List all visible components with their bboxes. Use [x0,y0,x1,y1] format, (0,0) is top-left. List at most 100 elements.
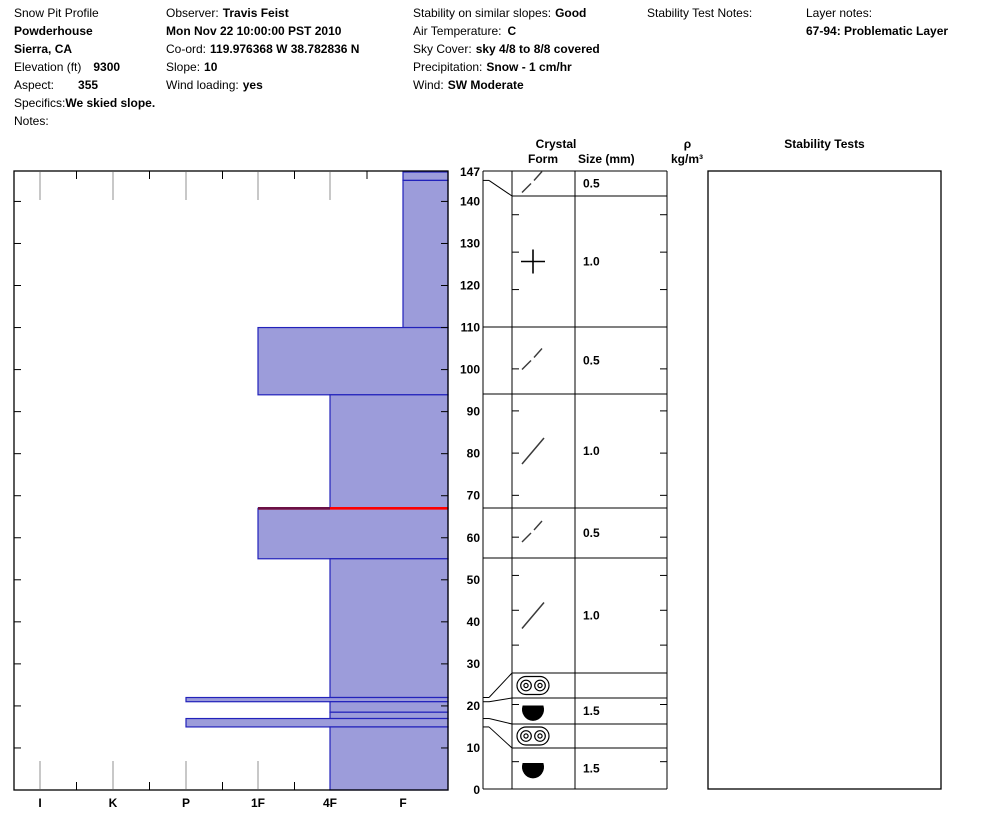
crystal-symbol-stroke [533,348,543,358]
depth-axis-label: 130 [460,236,480,250]
leader-line [488,718,513,725]
mf-polycrystal-outline [516,675,550,696]
depth-axis-label: 40 [467,615,481,629]
field-label: Air Temperature: [413,24,502,38]
grain-size-value: 1.5 [583,762,600,776]
field-label: Wind loading: [166,78,239,92]
field-label: Aspect: [14,78,55,92]
header-field: Wind: SW Moderate [413,76,600,94]
field-label: Precipitation: [413,60,483,74]
density-column-header: ρ [683,137,692,151]
header-field: Co-ord: 119.976368 W 38.782836 N [166,40,359,58]
depth-axis-label: 30 [467,657,481,671]
hardness-bar [329,711,449,720]
header-field: 67-94: Problematic Layer [806,22,948,40]
field-value: Travis Feist [222,6,289,20]
hardness-axis-label: I [38,796,41,810]
depth-axis-label: 80 [467,447,481,461]
mf-polycrystal-grain-core [523,682,529,689]
crystal-symbol-stroke [521,532,532,543]
field-label: Sky Cover: [413,42,472,56]
leader-line [488,672,513,698]
field-label: Layer notes: [806,6,873,20]
field-label: Wind: [413,78,444,92]
header-column-observation: Observer: Travis Feist Mon Nov 22 10:00:00… [166,4,359,94]
leader-line [488,726,513,749]
field-value: sky 4/8 to 8/8 covered [475,42,600,56]
header-field: Slope: 10 [166,58,359,76]
header-field: Sky Cover: sky 4/8 to 8/8 covered [413,40,600,58]
stability-tests-box [707,170,942,790]
header-field: Snow Pit Profile [14,4,155,22]
ice-crust-symbol [522,705,544,721]
hardness-bar [185,717,449,728]
field-value: Snow - 1 cm/hr [486,60,572,74]
header-field: Stability Test Notes: [647,4,752,22]
leader-line [488,179,513,197]
grain-size-value: 1.5 [583,704,600,718]
crystal-symbol-stroke [533,520,543,531]
depth-axis-label: 10 [467,741,481,755]
field-label: Stability Test Notes: [647,6,753,20]
header-field: Air Temperature: C [413,22,600,40]
field-value: yes [242,78,263,92]
field-label: Specifics: [14,96,66,110]
ice-crust-symbol [522,763,544,779]
header-column-site: Snow Pit Profile Powderhouse Sierra, CA Ele… [14,4,155,130]
mf-polycrystal-grain-core [537,682,543,689]
field-value: Powderhouse [14,24,93,38]
depth-axis-label: 90 [467,405,481,419]
field-value: 119.976368 W 38.782836 N [210,42,360,56]
hardness-bar [329,726,449,791]
hardness-axis-label: P [182,796,190,810]
field-value: C [507,24,517,38]
hardness-bar [402,171,449,182]
mf-polycrystal-grain [520,679,532,692]
grain-size-value: 1.0 [583,609,600,623]
header-field: Aspect: 355 [14,76,155,94]
header-field: Observer: Travis Feist [166,4,359,22]
header-field: Specifics:We skied slope. [14,94,155,112]
field-label: Elevation (ft) [14,60,82,74]
mf-polycrystal-outline [516,726,550,746]
field-label: Stability on similar slopes: [413,6,552,20]
header-column-conditions: Stability on similar slopes: Good Air Temp… [413,4,600,94]
field-value: 9300 [93,60,121,74]
header-field: Mon Nov 22 10:00:00 PST 2010 [166,22,359,40]
mf-polycrystal-grain [520,730,532,742]
hardness-bar [185,696,449,703]
header-field: Wind loading: yes [166,76,359,94]
hardness-axis-label: K [109,796,118,810]
field-value: Sierra, CA [14,42,73,56]
crystal-symbol-stroke [521,437,545,465]
field-value: 355 [78,78,99,92]
hardness-bar [257,326,449,396]
header-field: Precipitation: Snow - 1 cm/hr [413,58,600,76]
grain-size-value: 0.5 [583,354,600,368]
field-value: 67-94: Problematic Layer [806,24,949,38]
hardness-axis-label: 1F [251,796,265,810]
leader-line [488,697,513,703]
density-units-header: kg/m³ [670,152,703,166]
size-column-header: Size (mm) [578,152,635,166]
field-value: Good [555,6,587,20]
field-label: Snow Pit Profile [14,6,99,20]
mf-polycrystal-grain [534,730,546,742]
header-field: Notes: [14,112,155,130]
header-column-stability-test-notes: Stability Test Notes: [647,4,752,22]
header-field: Powderhouse [14,22,155,40]
hardness-bar [402,179,449,329]
grain-size-value: 1.0 [583,444,600,458]
grain-size-value: 0.5 [583,177,600,191]
header-field: Layer notes: [806,4,948,22]
field-label: Observer: [166,6,219,20]
hardness-bar [329,558,449,699]
depth-axis-label: 50 [467,573,481,587]
plot-frame [13,170,449,791]
grain-size-value: 1.0 [583,255,600,269]
depth-axis-label: 60 [467,531,481,545]
depth-axis-label: 110 [461,321,481,335]
depth-axis-label: 100 [460,363,480,377]
mf-polycrystal-grain-core [537,733,543,739]
